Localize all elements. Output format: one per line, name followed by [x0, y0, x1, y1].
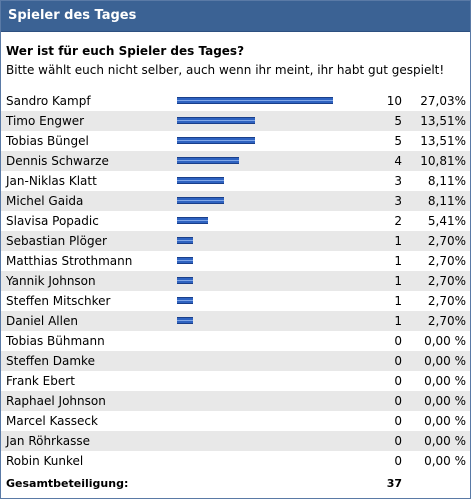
vote-count: 0: [394, 334, 402, 348]
poll-results: Sandro Kampf 10 27,03% Timo Engwer 5 13,51% To…: [1, 91, 470, 471]
vote-percent: 2,70%: [427, 254, 466, 268]
vote-count: 4: [394, 154, 402, 168]
vote-percent: 0,00 %: [424, 414, 466, 428]
result-row: Raphael Johnson 0 0,00 %: [1, 391, 470, 411]
vote-bar: [177, 157, 239, 164]
vote-bar: [177, 257, 193, 264]
vote-count: 3: [394, 174, 402, 188]
vote-percent: 0,00 %: [424, 374, 466, 388]
vote-percent: 0,00 %: [424, 454, 466, 468]
vote-percent: 0,00 %: [424, 334, 466, 348]
player-name: Raphael Johnson: [6, 394, 106, 408]
vote-percent: 0,00 %: [424, 434, 466, 448]
result-row: Tobias Büngel 5 13,51%: [1, 131, 470, 151]
vote-count: 1: [394, 314, 402, 328]
result-row: Daniel Allen 1 2,70%: [1, 311, 470, 331]
result-row: Marcel Kasseck 0 0,00 %: [1, 411, 470, 431]
vote-bar: [177, 177, 224, 184]
player-name: Jan Röhrkasse: [6, 434, 90, 448]
player-name: Sebastian Plöger: [6, 234, 107, 248]
result-row: Robin Kunkel 0 0,00 %: [1, 451, 470, 471]
player-name: Sandro Kampf: [6, 94, 91, 108]
vote-bar: [177, 137, 255, 144]
panel-title: Spieler des Tages: [1, 1, 470, 32]
player-name: Timo Engwer: [6, 114, 85, 128]
player-name: Tobias Büngel: [6, 134, 89, 148]
player-name: Matthias Strothmann: [6, 254, 133, 268]
result-row: Yannik Johnson 1 2,70%: [1, 271, 470, 291]
vote-bar: [177, 97, 333, 104]
player-name: Steffen Damke: [6, 354, 95, 368]
player-name: Slavisa Popadic: [6, 214, 99, 228]
vote-percent: 8,11%: [427, 194, 466, 208]
result-row: Sebastian Plöger 1 2,70%: [1, 231, 470, 251]
poll-question: Wer ist für euch Spieler des Tages?: [6, 44, 245, 58]
vote-percent: 13,51%: [420, 134, 466, 148]
vote-count: 1: [394, 274, 402, 288]
player-name: Robin Kunkel: [6, 454, 84, 468]
result-row: Jan Röhrkasse 0 0,00 %: [1, 431, 470, 451]
vote-percent: 0,00 %: [424, 354, 466, 368]
player-name: Daniel Allen: [6, 314, 78, 328]
vote-percent: 13,51%: [420, 114, 466, 128]
result-row: Timo Engwer 5 13,51%: [1, 111, 470, 131]
player-name: Yannik Johnson: [6, 274, 96, 288]
player-name: Marcel Kasseck: [6, 414, 98, 428]
vote-percent: 5,41%: [427, 214, 466, 228]
result-row: Matthias Strothmann 1 2,70%: [1, 251, 470, 271]
player-name: Michel Gaida: [6, 194, 84, 208]
vote-count: 1: [394, 294, 402, 308]
vote-bar: [177, 117, 255, 124]
player-name: Jan-Niklas Klatt: [6, 174, 97, 188]
vote-count: 2: [394, 214, 402, 228]
vote-bar: [177, 297, 193, 304]
vote-percent: 2,70%: [427, 294, 466, 308]
vote-count: 0: [394, 414, 402, 428]
vote-bar: [177, 317, 193, 324]
result-row: Slavisa Popadic 2 5,41%: [1, 211, 470, 231]
player-name: Dennis Schwarze: [6, 154, 109, 168]
result-row: Steffen Mitschker 1 2,70%: [1, 291, 470, 311]
vote-percent: 27,03%: [420, 94, 466, 108]
player-name: Tobias Bühmann: [6, 334, 105, 348]
poll-description: Bitte wählt euch nicht selber, auch wenn…: [6, 63, 445, 77]
vote-count: 3: [394, 194, 402, 208]
vote-percent: 10,81%: [420, 154, 466, 168]
vote-count: 5: [394, 114, 402, 128]
vote-bar: [177, 237, 193, 244]
result-row: Michel Gaida 3 8,11%: [1, 191, 470, 211]
vote-count: 1: [394, 254, 402, 268]
vote-count: 5: [394, 134, 402, 148]
vote-percent: 0,00 %: [424, 394, 466, 408]
player-name: Steffen Mitschker: [6, 294, 111, 308]
vote-bar: [177, 197, 224, 204]
player-name: Frank Ebert: [6, 374, 75, 388]
vote-count: 1: [394, 234, 402, 248]
vote-count: 0: [394, 354, 402, 368]
result-row: Jan-Niklas Klatt 3 8,11%: [1, 171, 470, 191]
result-row: Dennis Schwarze 4 10,81%: [1, 151, 470, 171]
total-label: Gesamtbeteiligung:: [6, 477, 129, 490]
vote-count: 0: [394, 434, 402, 448]
vote-percent: 2,70%: [427, 274, 466, 288]
result-row: Sandro Kampf 10 27,03%: [1, 91, 470, 111]
total-value: 37: [386, 477, 402, 490]
vote-count: 0: [394, 454, 402, 468]
result-row: Steffen Damke 0 0,00 %: [1, 351, 470, 371]
vote-count: 10: [386, 94, 402, 108]
vote-count: 0: [394, 394, 402, 408]
vote-bar: [177, 217, 208, 224]
vote-percent: 2,70%: [427, 314, 466, 328]
vote-bar: [177, 277, 193, 284]
vote-count: 0: [394, 374, 402, 388]
result-row: Frank Ebert 0 0,00 %: [1, 371, 470, 391]
vote-percent: 2,70%: [427, 234, 466, 248]
total-row: Gesamtbeteiligung: 37: [1, 474, 470, 494]
vote-percent: 8,11%: [427, 174, 466, 188]
result-row: Tobias Bühmann 0 0,00 %: [1, 331, 470, 351]
